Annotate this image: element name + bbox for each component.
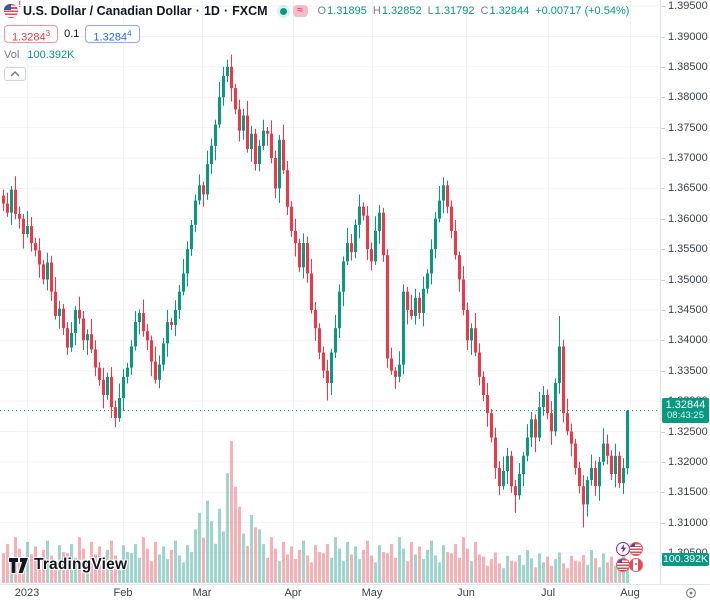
price-tick: 1.36000 bbox=[661, 213, 708, 225]
symbol-name[interactable]: U.S. Dollar / Canadian Dollar bbox=[23, 4, 192, 18]
time-tick: Jun bbox=[457, 587, 475, 599]
price-tick: 1.36500 bbox=[661, 182, 708, 194]
time-tick: Feb bbox=[113, 587, 133, 599]
sell-bid-button[interactable]: 1.32843 bbox=[4, 25, 59, 44]
low-value: 1.31792 bbox=[434, 5, 475, 17]
ask-price: 1.3284 bbox=[93, 31, 128, 44]
price-tick: 1.38500 bbox=[661, 61, 708, 73]
price-tick: 1.35500 bbox=[661, 243, 708, 255]
close-value: 1.32844 bbox=[489, 5, 530, 17]
volume-row: Vol 100.392K bbox=[4, 49, 629, 63]
price-tick: 1.38000 bbox=[661, 91, 708, 103]
candlestick-chart bbox=[0, 0, 660, 584]
price-tick: 1.34000 bbox=[661, 334, 708, 346]
change-value: +0.00717 (+0.54%) bbox=[535, 5, 630, 17]
ask-sup: 4 bbox=[127, 29, 132, 38]
price-tick: 1.39500 bbox=[661, 0, 708, 12]
flag-ring bbox=[4, 4, 18, 18]
bid-sup: 3 bbox=[45, 29, 51, 38]
bar-countdown: 08:43:25 bbox=[667, 410, 704, 421]
legend: ! U.S. Dollar / Canadian Dollar · 1D · F… bbox=[4, 0, 630, 81]
price-axis[interactable]: 1.32844 08:43:25 100.392K 1.39500 1.39000… bbox=[660, 0, 710, 584]
price-tick: 1.33500 bbox=[661, 365, 708, 377]
time-tick: 2023 bbox=[14, 587, 40, 599]
volume-axis-label: 100.392K bbox=[662, 553, 709, 566]
price-tick: 1.32500 bbox=[661, 426, 708, 438]
time-tick: Jul bbox=[540, 587, 556, 599]
tradingview-wordmark: TradingView bbox=[34, 556, 128, 573]
volume-label: Vol bbox=[4, 49, 20, 61]
economic-event-bolt-icon[interactable] bbox=[616, 542, 630, 556]
time-tick: Aug bbox=[620, 587, 640, 599]
low-label: L bbox=[427, 5, 434, 17]
price-tick: 1.37500 bbox=[661, 122, 708, 134]
separator: · bbox=[223, 4, 229, 18]
open-value: 1.31895 bbox=[327, 5, 367, 17]
us-flag-icon: ! bbox=[4, 0, 21, 18]
time-tick: Mar bbox=[192, 587, 212, 599]
price-tick: 1.34500 bbox=[661, 304, 708, 316]
separator: · bbox=[195, 4, 200, 18]
last-price-label: 1.32844 08:43:25 bbox=[662, 398, 709, 423]
symbol-row: ! U.S. Dollar / Canadian Dollar · 1D · F… bbox=[4, 0, 630, 20]
quote-row: 1.32843 0.1 1.32844 bbox=[4, 25, 629, 44]
last-price-value: 1.32844 bbox=[665, 399, 706, 411]
axis-settings-icon[interactable] bbox=[685, 586, 697, 600]
high-label: H bbox=[372, 5, 381, 17]
data-delay-icon[interactable]: ≈ bbox=[292, 5, 308, 17]
open-label: O bbox=[317, 5, 327, 17]
volume-value: 100.392K bbox=[27, 49, 75, 61]
flag-canton bbox=[4, 4, 11, 10]
price-tick: 1.31500 bbox=[661, 486, 708, 498]
tradingview-logo[interactable]: TradingView bbox=[8, 556, 127, 574]
us-event-flag-icon[interactable] bbox=[616, 558, 630, 572]
time-tick: May bbox=[361, 587, 383, 599]
ohlc-readout: O 1.31895 H 1.32852 L 1.31792 C 1.32844 +0.0… bbox=[318, 5, 630, 17]
us-event-flag-icon[interactable] bbox=[629, 542, 643, 556]
notification-badge: ! bbox=[18, 0, 21, 9]
price-tick: 1.37000 bbox=[661, 152, 708, 164]
high-value: 1.32852 bbox=[381, 5, 422, 17]
price-tick: 1.31000 bbox=[661, 517, 708, 529]
chevron-up-icon bbox=[10, 71, 20, 77]
lightning-icon bbox=[620, 544, 626, 553]
canada-event-flag-icon[interactable] bbox=[629, 558, 643, 572]
tradingview-mark-icon bbox=[8, 556, 29, 574]
price-tick: 1.39000 bbox=[661, 31, 708, 43]
market-status-icon[interactable] bbox=[279, 7, 287, 15]
provider-label[interactable]: FXCM bbox=[232, 4, 268, 18]
event-row bbox=[616, 542, 643, 557]
economic-events bbox=[616, 542, 643, 574]
time-tick: Apr bbox=[284, 587, 302, 599]
interval-label[interactable]: 1D bbox=[203, 4, 220, 18]
collapse-legend-button[interactable] bbox=[4, 67, 26, 81]
buy-ask-button[interactable]: 1.32844 bbox=[85, 25, 140, 44]
spread-value: 0.1 bbox=[64, 28, 80, 40]
circle-dot-icon bbox=[686, 588, 696, 598]
close-label: C bbox=[480, 5, 489, 17]
price-tick: 1.35000 bbox=[661, 274, 708, 286]
event-row bbox=[616, 558, 643, 573]
price-tick: 1.32000 bbox=[661, 456, 708, 468]
bid-price: 1.3284 bbox=[12, 31, 46, 44]
chart-pane[interactable] bbox=[0, 0, 660, 584]
time-axis[interactable]: 2023 Feb Mar Apr May Jun Jul Aug bbox=[0, 584, 710, 600]
